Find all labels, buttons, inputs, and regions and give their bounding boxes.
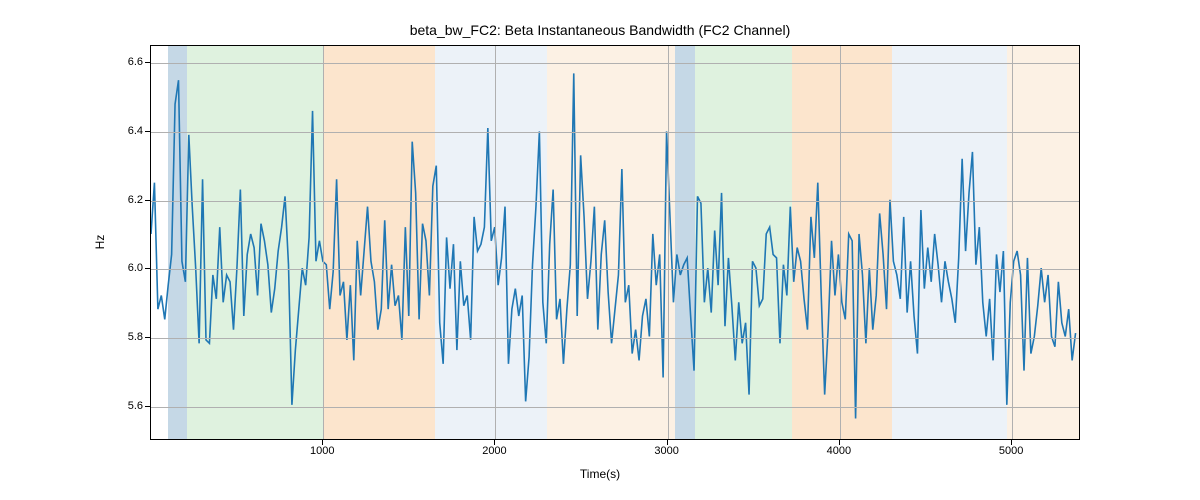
y-tick-label: 5.6 <box>115 400 143 412</box>
x-tick-label: 3000 <box>654 445 678 457</box>
y-tick-mark <box>145 406 150 407</box>
grid-vertical <box>323 46 324 439</box>
y-tick-label: 6.0 <box>115 262 143 274</box>
line-series <box>151 46 1079 439</box>
grid-horizontal <box>151 132 1079 133</box>
x-tick-mark <box>1011 440 1012 445</box>
chart-title: beta_bw_FC2: Beta Instantaneous Bandwidt… <box>0 22 1200 38</box>
grid-vertical <box>668 46 669 439</box>
y-tick-mark <box>145 200 150 201</box>
y-tick-mark <box>145 268 150 269</box>
y-tick-label: 6.6 <box>115 56 143 68</box>
y-tick-mark <box>145 131 150 132</box>
signal-line <box>151 73 1076 418</box>
plot-area <box>150 45 1080 440</box>
grid-horizontal <box>151 201 1079 202</box>
grid-horizontal <box>151 407 1079 408</box>
x-tick-label: 4000 <box>827 445 851 457</box>
x-tick-label: 1000 <box>310 445 334 457</box>
grid-vertical <box>1012 46 1013 439</box>
y-tick-label: 5.8 <box>115 331 143 343</box>
y-tick-mark <box>145 337 150 338</box>
grid-vertical <box>495 46 496 439</box>
x-tick-label: 2000 <box>482 445 506 457</box>
y-tick-label: 6.4 <box>115 125 143 137</box>
x-axis-label: Time(s) <box>0 467 1200 481</box>
grid-horizontal <box>151 269 1079 270</box>
chart-container: beta_bw_FC2: Beta Instantaneous Bandwidt… <box>0 0 1200 500</box>
x-tick-label: 5000 <box>999 445 1023 457</box>
grid-horizontal <box>151 63 1079 64</box>
x-tick-mark <box>494 440 495 445</box>
grid-vertical <box>840 46 841 439</box>
x-tick-mark <box>667 440 668 445</box>
x-tick-mark <box>322 440 323 445</box>
y-tick-mark <box>145 62 150 63</box>
x-tick-mark <box>839 440 840 445</box>
grid-horizontal <box>151 338 1079 339</box>
y-tick-label: 6.2 <box>115 194 143 206</box>
y-axis-label: Hz <box>93 235 107 250</box>
